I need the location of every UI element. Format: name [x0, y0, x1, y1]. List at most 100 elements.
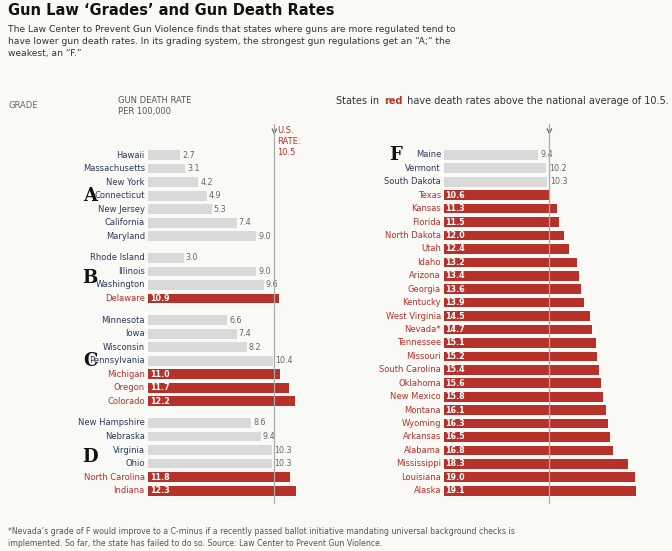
- Text: 3.0: 3.0: [185, 253, 198, 262]
- Text: Nebraska: Nebraska: [105, 432, 145, 441]
- Text: Massachusetts: Massachusetts: [83, 164, 145, 173]
- Bar: [444, 419, 607, 428]
- Text: 15.1: 15.1: [446, 338, 465, 348]
- Bar: [148, 445, 272, 455]
- Text: 13.6: 13.6: [446, 285, 465, 294]
- Text: Illinois: Illinois: [118, 267, 145, 276]
- Text: Minnesota: Minnesota: [101, 316, 145, 325]
- Text: 10.3: 10.3: [274, 459, 291, 468]
- Bar: [444, 379, 601, 388]
- Text: Arkansas: Arkansas: [403, 433, 441, 441]
- Text: *Nevada’s grade of F would improve to a C-minus if a recently passed ballot init: *Nevada’s grade of F would improve to a …: [8, 527, 515, 548]
- Bar: [444, 472, 635, 482]
- Bar: [148, 486, 296, 495]
- Text: 16.3: 16.3: [446, 419, 465, 428]
- Bar: [148, 369, 280, 379]
- Text: South Dakota: South Dakota: [384, 177, 441, 186]
- Text: 8.6: 8.6: [253, 419, 265, 428]
- Text: Kentucky: Kentucky: [403, 298, 441, 307]
- Bar: [444, 284, 581, 294]
- Text: West Virginia: West Virginia: [386, 311, 441, 321]
- Text: 4.9: 4.9: [209, 191, 221, 200]
- Text: Mississippi: Mississippi: [396, 460, 441, 468]
- Bar: [444, 231, 564, 240]
- Text: California: California: [105, 218, 145, 227]
- Bar: [444, 392, 603, 402]
- Bar: [148, 342, 247, 352]
- Text: New Jersey: New Jersey: [98, 205, 145, 214]
- Text: Oregon: Oregon: [114, 383, 145, 392]
- Bar: [444, 325, 591, 334]
- Text: Missouri: Missouri: [407, 352, 441, 361]
- Text: States in: States in: [336, 96, 382, 106]
- Text: Gun Law ‘Grades’ and Gun Death Rates: Gun Law ‘Grades’ and Gun Death Rates: [8, 3, 335, 18]
- Text: 9.0: 9.0: [258, 232, 271, 241]
- Text: Florida: Florida: [412, 218, 441, 226]
- Text: Ohio: Ohio: [125, 459, 145, 468]
- Text: 3.1: 3.1: [187, 164, 200, 173]
- Text: Maryland: Maryland: [106, 232, 145, 241]
- Bar: [148, 431, 261, 441]
- Text: GRADE: GRADE: [8, 101, 38, 110]
- Text: South Carolina: South Carolina: [379, 365, 441, 374]
- Text: 15.6: 15.6: [446, 379, 465, 388]
- Text: 9.6: 9.6: [265, 280, 278, 289]
- Bar: [444, 257, 577, 267]
- Text: Michigan: Michigan: [107, 370, 145, 379]
- Text: Vermont: Vermont: [405, 164, 441, 173]
- Text: New York: New York: [106, 177, 145, 187]
- Text: 11.8: 11.8: [151, 473, 170, 482]
- Text: 18.3: 18.3: [446, 460, 465, 468]
- Text: 16.8: 16.8: [446, 446, 465, 455]
- Bar: [444, 352, 597, 361]
- Bar: [148, 204, 212, 214]
- Text: Washington: Washington: [95, 280, 145, 289]
- Bar: [444, 271, 579, 280]
- Text: D: D: [82, 448, 98, 466]
- Bar: [148, 315, 227, 325]
- Text: 14.5: 14.5: [446, 311, 465, 321]
- Text: Alabama: Alabama: [404, 446, 441, 455]
- Text: C: C: [83, 352, 97, 370]
- Text: 10.2: 10.2: [549, 164, 566, 173]
- Text: Hawaii: Hawaii: [116, 150, 145, 160]
- Text: 4.2: 4.2: [200, 177, 213, 187]
- Text: 6.6: 6.6: [229, 316, 242, 325]
- Text: New Mexico: New Mexico: [390, 392, 441, 401]
- Text: Iowa: Iowa: [125, 329, 145, 338]
- Bar: [444, 311, 589, 321]
- Text: Kansas: Kansas: [411, 204, 441, 213]
- Bar: [444, 190, 550, 200]
- Text: Indiana: Indiana: [114, 486, 145, 495]
- Text: Rhode Island: Rhode Island: [90, 253, 145, 262]
- Bar: [444, 365, 599, 375]
- Bar: [444, 244, 569, 254]
- Text: Wyoming: Wyoming: [401, 419, 441, 428]
- Text: Idaho: Idaho: [417, 258, 441, 267]
- Text: 11.7: 11.7: [151, 383, 170, 392]
- Text: Wisconsin: Wisconsin: [103, 343, 145, 352]
- Text: 14.7: 14.7: [446, 325, 465, 334]
- Bar: [444, 150, 538, 160]
- Bar: [148, 218, 237, 228]
- Text: Arizona: Arizona: [409, 271, 441, 280]
- Text: 15.8: 15.8: [446, 392, 465, 401]
- Bar: [444, 204, 557, 213]
- Text: Texas: Texas: [418, 191, 441, 199]
- Text: 2.7: 2.7: [182, 150, 195, 160]
- Bar: [148, 418, 251, 428]
- Bar: [444, 177, 547, 187]
- Text: 12.4: 12.4: [446, 245, 465, 253]
- Text: 15.4: 15.4: [446, 365, 465, 374]
- Text: GUN DEATH RATE
PER 100,000: GUN DEATH RATE PER 100,000: [118, 96, 191, 116]
- Bar: [148, 356, 273, 366]
- Text: Montana: Montana: [405, 406, 441, 414]
- Text: red: red: [384, 96, 403, 106]
- Text: Tennessee: Tennessee: [397, 338, 441, 348]
- Bar: [148, 280, 263, 290]
- Bar: [444, 406, 606, 415]
- Text: 5.3: 5.3: [214, 205, 226, 214]
- Text: 11.5: 11.5: [446, 218, 465, 226]
- Bar: [148, 397, 295, 406]
- Bar: [148, 267, 256, 276]
